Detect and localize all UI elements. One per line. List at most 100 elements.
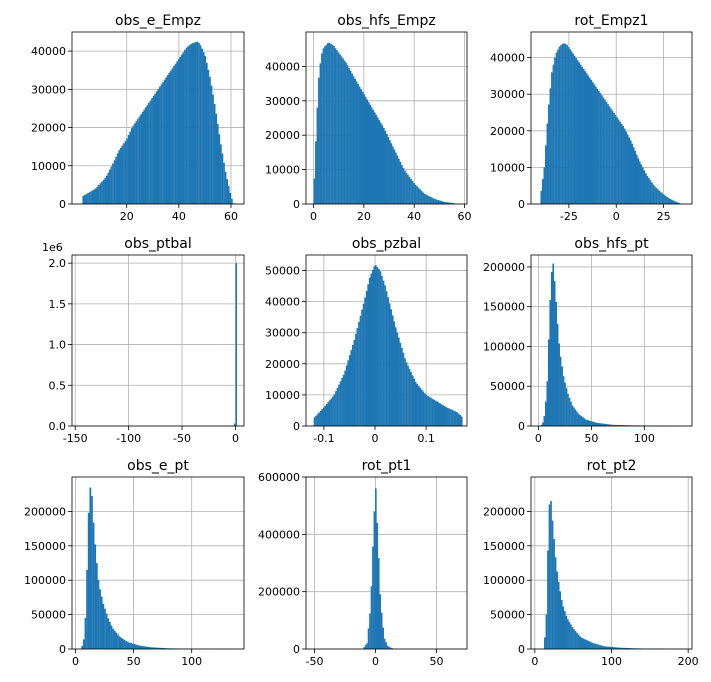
histogram-bar bbox=[413, 183, 415, 204]
histogram-bar bbox=[98, 184, 100, 204]
histogram-bar bbox=[456, 412, 458, 426]
histogram-bar bbox=[92, 522, 95, 649]
histogram-bar bbox=[371, 269, 374, 426]
histogram-bar bbox=[165, 77, 168, 204]
histogram-bar bbox=[582, 417, 584, 426]
histogram-bar bbox=[342, 374, 345, 426]
histogram-bar bbox=[385, 642, 387, 649]
y-tick-label: 50000 bbox=[490, 609, 525, 622]
histogram-bar bbox=[324, 46, 326, 204]
y-tick-label: 30000 bbox=[265, 95, 300, 108]
histogram-bar bbox=[357, 84, 359, 204]
histogram-bar bbox=[88, 192, 91, 204]
histogram-bar bbox=[101, 181, 103, 204]
histogram-bar bbox=[107, 618, 110, 649]
histogram-bar bbox=[328, 42, 331, 204]
histogram-bar bbox=[367, 102, 370, 204]
histogram-bar bbox=[563, 611, 566, 649]
histogram-bar bbox=[422, 192, 424, 204]
histogram-bar bbox=[432, 198, 435, 204]
histogram-bar bbox=[104, 178, 107, 204]
histogram-bar bbox=[220, 144, 222, 204]
histogram-bar bbox=[617, 647, 620, 649]
histogram-bar bbox=[661, 193, 664, 204]
y-tick-label: 0 bbox=[293, 420, 300, 433]
y-tick-label: 200000 bbox=[483, 505, 525, 518]
histogram-bar bbox=[372, 109, 375, 204]
histogram-bar bbox=[402, 353, 405, 426]
x-tick-label: 20 bbox=[120, 210, 134, 223]
histogram-bar bbox=[595, 422, 598, 426]
histogram-bar bbox=[361, 309, 363, 426]
histogram-bar bbox=[166, 75, 169, 205]
histogram-bar bbox=[454, 411, 457, 426]
histogram-bars bbox=[313, 265, 463, 426]
histogram-bar bbox=[366, 99, 369, 204]
histogram-bar bbox=[417, 385, 420, 426]
histogram-bar bbox=[340, 56, 343, 205]
histogram-bar bbox=[155, 91, 158, 204]
x-tick-label: 0 bbox=[232, 432, 239, 445]
histogram-bar bbox=[675, 201, 677, 204]
subplot-obs_e_Empz: 20 40 60 0 10000 20000 30000 40000 obs_e_Empz bbox=[31, 13, 245, 223]
histogram-bar bbox=[416, 384, 419, 426]
histogram-bar bbox=[583, 639, 586, 649]
histogram-bar bbox=[646, 175, 649, 204]
histogram-bar bbox=[105, 175, 108, 204]
histogram-bar bbox=[141, 645, 144, 649]
histogram-bar bbox=[376, 522, 379, 649]
x-tick-label: 50 bbox=[127, 655, 141, 668]
histogram-bar bbox=[425, 395, 428, 426]
histogram-bar bbox=[591, 642, 594, 649]
histogram-bar bbox=[338, 384, 340, 426]
histogram-bar bbox=[544, 401, 547, 426]
histogram-bar bbox=[163, 79, 166, 204]
histogram-bar bbox=[327, 402, 330, 426]
y-tick-label: 0 bbox=[293, 643, 300, 656]
histogram-bar bbox=[613, 647, 615, 649]
histogram-bar bbox=[366, 643, 368, 649]
histogram-bar bbox=[378, 268, 380, 426]
histogram-bar bbox=[442, 405, 445, 426]
histogram-bar bbox=[195, 42, 197, 205]
histogram-bar bbox=[126, 138, 128, 204]
histogram-bar bbox=[580, 416, 583, 426]
histogram-bar bbox=[387, 297, 389, 426]
axes-frame bbox=[530, 31, 693, 205]
histogram-bar bbox=[564, 44, 567, 204]
y-tick-label: 0 bbox=[518, 643, 525, 656]
histogram-bar bbox=[152, 647, 155, 649]
histogram-bar bbox=[199, 45, 202, 204]
histogram-bar bbox=[561, 43, 564, 205]
histogram-bar bbox=[334, 48, 337, 204]
histogram-bar bbox=[227, 186, 230, 204]
histogram-bar bbox=[321, 409, 324, 426]
histogram-bar bbox=[601, 423, 603, 426]
x-tick-label: 100 bbox=[181, 655, 202, 668]
y-tick-label: 200000 bbox=[483, 261, 525, 274]
histogram-bar bbox=[118, 150, 121, 204]
x-tick-label: -50 bbox=[306, 655, 324, 668]
histogram-bar bbox=[110, 625, 113, 649]
histogram-bar bbox=[123, 143, 125, 204]
histogram-bar bbox=[315, 141, 317, 204]
histogram-bar bbox=[187, 46, 189, 205]
histogram-bar bbox=[367, 628, 370, 649]
histogram-bar bbox=[550, 501, 552, 649]
histogram-bar bbox=[329, 400, 331, 426]
histogram-bar bbox=[596, 88, 599, 204]
histogram-bars bbox=[82, 41, 235, 205]
histogram-bar bbox=[596, 422, 599, 426]
histogram-bar bbox=[392, 146, 394, 204]
histogram-bar bbox=[571, 627, 574, 649]
histogram-bar bbox=[355, 81, 358, 204]
histogram-bar bbox=[629, 648, 632, 649]
histogram-bar bbox=[605, 101, 608, 204]
histogram-bar bbox=[451, 410, 454, 426]
histogram-bar bbox=[452, 203, 455, 204]
histogram-bar bbox=[113, 630, 116, 649]
histogram-bar bbox=[620, 123, 623, 204]
histogram-bar bbox=[216, 123, 219, 204]
histogram-bar bbox=[585, 419, 587, 426]
histogram-bar bbox=[95, 563, 98, 649]
